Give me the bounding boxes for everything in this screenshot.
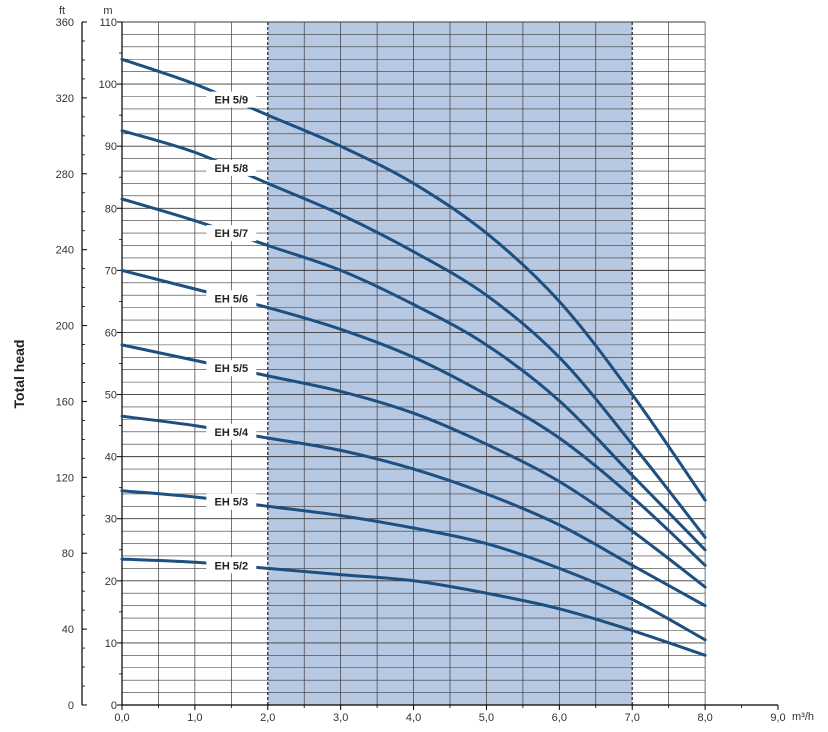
series-label: EH 5/2: [215, 560, 249, 572]
y-tick-label-ft: 200: [56, 321, 74, 333]
y-tick-label-m: 100: [99, 79, 117, 91]
y-tick-label-m: 70: [105, 265, 117, 277]
y-tick-label-m: 20: [105, 576, 117, 588]
x-tick-label: 9,0: [770, 712, 785, 724]
axes: 0,0 1,0 2,0 3,0 4,0 5,0 6,0 7,0 8,0 9,0 0 10 20 30 40 5…: [56, 17, 786, 724]
x-tick-label: 8,0: [697, 712, 712, 724]
x-tick-label: 5,0: [479, 712, 494, 724]
series-label-bg: [206, 225, 257, 242]
y-tick-label-m: 110: [99, 17, 117, 29]
series-label-bg: [206, 423, 257, 440]
series-label-bg: [206, 91, 257, 108]
x-tick-label: 7,0: [625, 712, 640, 724]
y-tick-label-m: 80: [105, 203, 117, 215]
series-label: EH 5/4: [215, 427, 250, 439]
grid: [121, 21, 706, 706]
series-label: EH 5/3: [215, 497, 249, 509]
series-label: EH 5/6: [215, 293, 249, 305]
y-tick-label-ft: 240: [56, 245, 74, 257]
x-tick-label: 0,0: [114, 712, 129, 724]
y-unit-ft: ft: [59, 5, 65, 17]
y-tick-label-m: 30: [105, 514, 117, 526]
series-label: EH 5/5: [215, 363, 249, 375]
series-label: EH 5/9: [215, 95, 249, 107]
x-unit: m³/h: [792, 711, 814, 723]
x-tick-label: 1,0: [187, 712, 202, 724]
series-label-bg: [206, 360, 257, 377]
y-tick-label-m: 40: [105, 452, 117, 464]
y-tick-label-ft: 40: [62, 624, 74, 636]
series-label-bg: [206, 493, 257, 510]
series-label-bg: [206, 557, 257, 574]
x-tick-label: 2,0: [260, 712, 275, 724]
y-unit-m: m: [103, 5, 112, 17]
series-label: EH 5/8: [215, 163, 249, 175]
y-tick-label-m: 10: [105, 638, 117, 650]
y-tick-label-m: 90: [105, 141, 117, 153]
y-tick-label-m: 0: [111, 700, 117, 712]
y-tick-label-ft: 160: [56, 396, 74, 408]
y-tick-label-m: 50: [105, 390, 117, 402]
x-tick-label: 3,0: [333, 712, 348, 724]
y-tick-label-ft: 120: [56, 472, 74, 484]
series-label-bg: [206, 290, 257, 307]
y-axis-title: Total head: [11, 340, 27, 409]
series-label-bg: [206, 159, 257, 176]
y-tick-label-ft: 320: [56, 93, 74, 105]
y-tick-label-m: 60: [105, 327, 117, 339]
x-tick-label: 4,0: [406, 712, 421, 724]
y-tick-label-ft: 280: [56, 169, 74, 181]
x-tick-label: 6,0: [552, 712, 567, 724]
y-tick-label-ft: 80: [62, 548, 74, 560]
y-tick-label-ft: 360: [56, 17, 74, 29]
series-label: EH 5/7: [215, 228, 249, 240]
curve-labels: EH 5/9 EH 5/8 EH 5/7 EH 5/6 EH 5/5 EH 5/4 EH 5…: [206, 91, 257, 574]
y-tick-label-ft: 0: [68, 700, 74, 712]
